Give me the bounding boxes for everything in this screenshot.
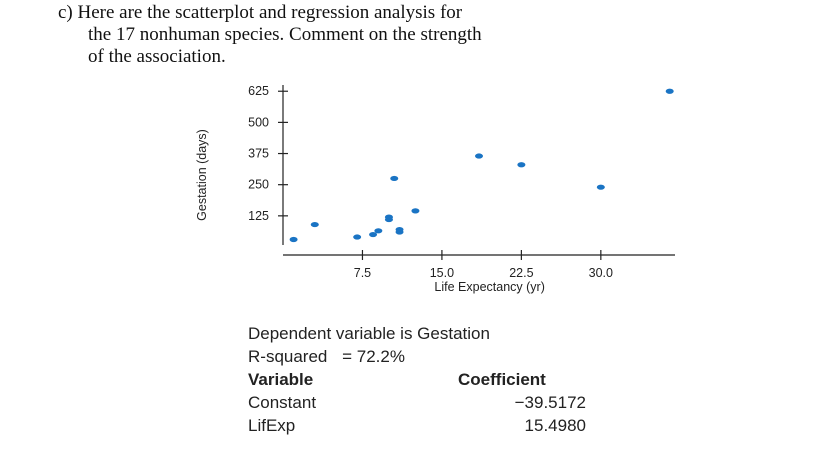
data-point — [369, 231, 378, 238]
coefficient-header: Coefficient — [458, 370, 546, 389]
dependent-variable-line: Dependent variable is Gestation — [248, 324, 490, 343]
coefficient-constant: −39.5172 — [514, 393, 586, 412]
data-point — [596, 184, 605, 190]
question-line-1: c) Here are the scatterplot and regressi… — [58, 2, 463, 23]
data-point — [390, 175, 399, 182]
data-point — [475, 153, 483, 159]
data-point — [289, 236, 298, 243]
coefficient-lifexp: 15.4980 — [524, 416, 586, 435]
data-point — [395, 226, 404, 233]
question-line-3: of the association. — [88, 46, 226, 67]
x-axis-label: Life Expectancy (yr) — [434, 280, 544, 294]
data-point — [665, 88, 674, 94]
variable-constant: Constant — [248, 393, 317, 412]
y-tick-label: 250 — [248, 178, 269, 192]
y-axis-label: Gestation (days) — [195, 129, 209, 221]
regression-output: Dependent variable is Gestation R-square… — [248, 322, 586, 437]
question-text: c) Here are the scatterplot and regressi… — [58, 2, 778, 68]
y-tick-label: 375 — [248, 147, 269, 161]
data-point — [310, 221, 319, 228]
x-tick-label: 22.5 — [509, 266, 533, 280]
y-tick-label: 500 — [248, 115, 269, 129]
r-squared-value: = 72.2% — [342, 347, 405, 366]
data-point — [384, 214, 393, 220]
r-squared-label: R-squared — [248, 347, 328, 366]
question-line-2: the 17 nonhuman species. Comment on the … — [88, 24, 482, 45]
data-point — [374, 228, 383, 234]
data-point — [353, 234, 362, 240]
variable-header: Variable — [248, 370, 314, 389]
x-tick-label: 7.5 — [354, 266, 371, 280]
scatterplot: 125 250 375 500 625 7.5 15.0 22.5 30.0 Life Expec… — [195, 84, 675, 294]
y-tick-label: 625 — [248, 84, 269, 98]
data-point — [411, 208, 420, 214]
y-tick-label: 125 — [248, 209, 269, 223]
x-tick-label: 15.0 — [430, 266, 454, 280]
x-tick-label: 30.0 — [589, 266, 613, 280]
data-point — [517, 162, 526, 168]
variable-lifexp: LifExp — [248, 416, 296, 435]
